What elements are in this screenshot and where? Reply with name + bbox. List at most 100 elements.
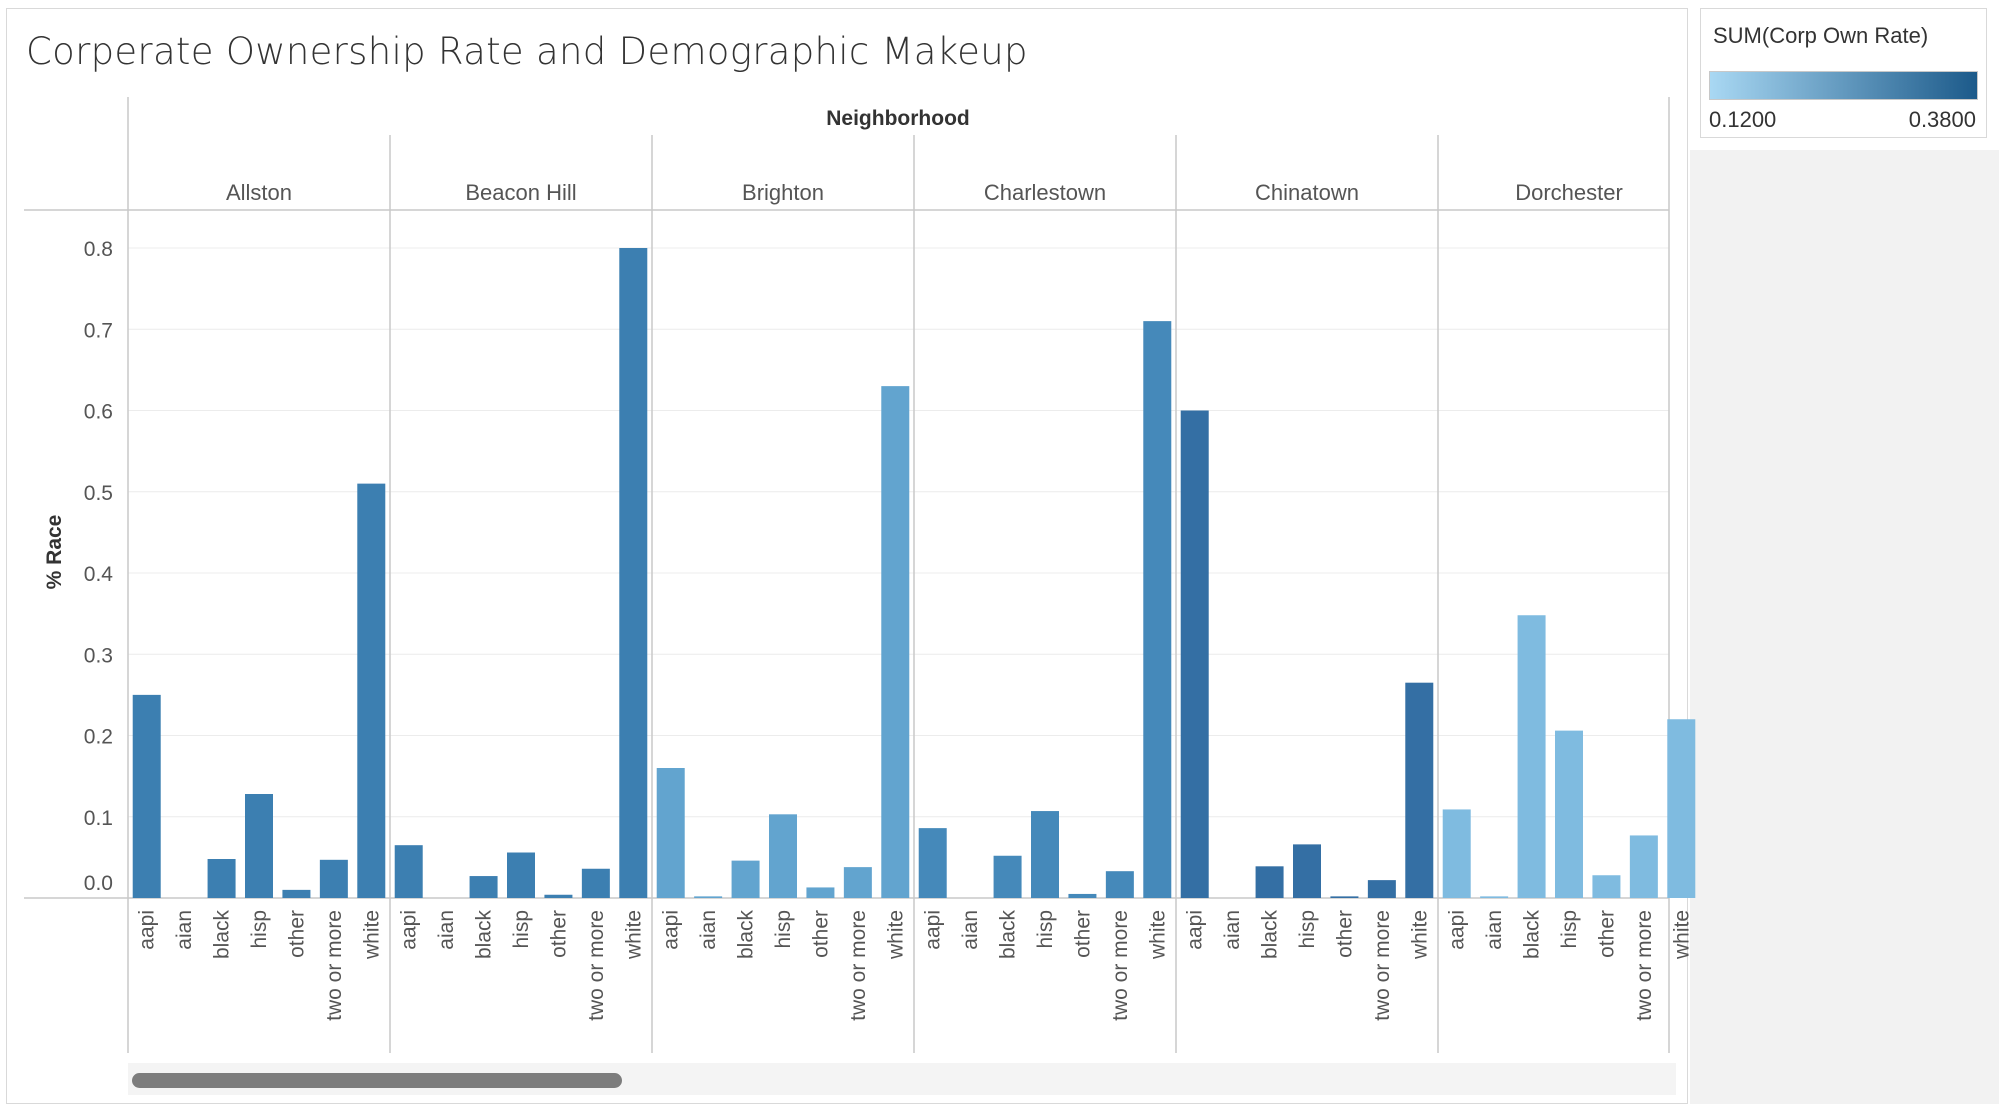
bar[interactable] <box>319 859 348 898</box>
x-tick-label: white <box>884 910 907 960</box>
x-tick-label: other <box>285 910 308 958</box>
x-tick-label: other <box>1071 910 1094 958</box>
x-tick-label: aian <box>1483 910 1506 950</box>
y-tick-label: 0.0 <box>84 872 113 895</box>
bar[interactable] <box>1330 896 1359 898</box>
x-tick-label: aian <box>435 910 458 950</box>
y-tick-label: 0.4 <box>84 563 114 586</box>
bar[interactable] <box>694 896 723 898</box>
x-tick-label: hisp <box>1558 910 1581 949</box>
bar[interactable] <box>1105 871 1134 898</box>
legend-min-label: 0.1200 <box>1709 107 1777 132</box>
x-tick-label: other <box>809 910 832 958</box>
x-tick-label: white <box>622 910 645 960</box>
x-tick-label: two or more <box>1633 910 1656 1021</box>
bar[interactable] <box>1143 321 1172 898</box>
bar[interactable] <box>993 855 1022 898</box>
legend-max-label: 0.3800 <box>1908 107 1976 132</box>
x-tick-label: black <box>735 910 758 960</box>
x-tick-label: two or more <box>847 910 870 1021</box>
bar[interactable] <box>1293 844 1321 898</box>
x-tick-label: hisp <box>1034 910 1057 949</box>
x-tick-label: aapi <box>1446 910 1469 950</box>
frame-layer <box>24 97 1670 1053</box>
bar[interactable] <box>1180 410 1209 899</box>
y-axis-title: % Race <box>43 515 66 590</box>
y-tick-label: 0.3 <box>84 644 113 667</box>
bar[interactable] <box>282 889 311 898</box>
legend-color-ramp <box>1709 71 1978 100</box>
x-tick-label: aian <box>173 910 196 950</box>
x-tick-label: aapi <box>922 910 945 950</box>
bar[interactable] <box>581 868 610 898</box>
bar[interactable] <box>207 859 236 898</box>
bar[interactable] <box>357 483 386 898</box>
bar[interactable] <box>1517 615 1546 898</box>
x-tick-label: black <box>1521 910 1544 960</box>
x-tick-label: aian <box>1221 910 1244 950</box>
x-tick-label: aapi <box>398 910 421 950</box>
bar[interactable] <box>1555 730 1583 898</box>
x-tick-label: two or more <box>323 910 346 1021</box>
panel-label: Brighton <box>742 180 824 205</box>
bar[interactable] <box>1255 866 1284 898</box>
x-tick-label: two or more <box>1371 910 1394 1021</box>
y-tick-label: 0.1 <box>84 807 113 830</box>
x-tick-label: hisp <box>248 910 271 949</box>
bar[interactable] <box>1629 835 1658 898</box>
bar[interactable] <box>843 867 872 898</box>
bar[interactable] <box>1667 719 1696 898</box>
x-tick-label: white <box>1146 910 1169 960</box>
bar[interactable] <box>1442 809 1471 898</box>
bar[interactable] <box>394 845 423 898</box>
x-tick-label: white <box>360 910 383 960</box>
legend-title: SUM(Corp Own Rate) <box>1713 23 1929 48</box>
panel-label: Chinatown <box>1255 180 1359 205</box>
bar[interactable] <box>769 814 797 898</box>
bar[interactable] <box>619 248 648 898</box>
panel-label: Allston <box>226 180 292 205</box>
bar[interactable] <box>656 768 685 898</box>
bar[interactable] <box>1367 880 1396 898</box>
x-tick-label: white <box>1408 910 1431 960</box>
x-tick-label: other <box>1595 910 1618 958</box>
panel-label: Charlestown <box>984 180 1106 205</box>
page-title: Corperate Ownership Rate and Demographic… <box>26 30 1028 73</box>
y-tick-label: 0.2 <box>84 726 113 749</box>
bar[interactable] <box>881 386 910 898</box>
bar[interactable] <box>469 876 498 898</box>
panel-labels: Allston Beacon Hill Brighton Charlestown Chi… <box>226 180 1623 205</box>
bar[interactable] <box>544 894 573 898</box>
chart-panel <box>6 8 1688 1104</box>
x-tick-label: hisp <box>1296 910 1319 949</box>
bar[interactable] <box>132 694 161 898</box>
bar[interactable] <box>1592 875 1621 898</box>
y-tick-label: 0.8 <box>84 238 113 261</box>
bar[interactable] <box>1480 896 1509 898</box>
scrollbar-thumb[interactable] <box>132 1073 622 1088</box>
panel-label: Dorchester <box>1515 180 1623 205</box>
color-legend[interactable]: SUM(Corp Own Rate) 0.1200 0.3800 <box>1700 8 1987 138</box>
x-tick-label: hisp <box>772 910 795 949</box>
panel-label: Beacon Hill <box>465 180 576 205</box>
bar[interactable] <box>918 828 947 898</box>
x-tick-label: black <box>211 910 234 960</box>
x-tick-label: hisp <box>510 910 533 949</box>
bar[interactable] <box>245 794 273 898</box>
y-tick-label: 0.7 <box>84 319 113 342</box>
bar[interactable] <box>1405 682 1434 898</box>
right-strip <box>1690 150 1999 1104</box>
x-tick-label: aapi <box>660 910 683 950</box>
x-tick-label: two or more <box>585 910 608 1021</box>
bar[interactable] <box>1031 811 1059 898</box>
x-tick-label: white <box>1670 910 1693 960</box>
x-tick-label: black <box>1259 910 1282 960</box>
bar[interactable] <box>731 860 760 898</box>
x-tick-label: aapi <box>136 910 159 950</box>
bars <box>132 248 1696 899</box>
bar[interactable] <box>806 887 835 898</box>
bar[interactable] <box>1068 893 1097 898</box>
y-tick-label: 0.5 <box>84 482 113 505</box>
bar[interactable] <box>507 852 535 899</box>
